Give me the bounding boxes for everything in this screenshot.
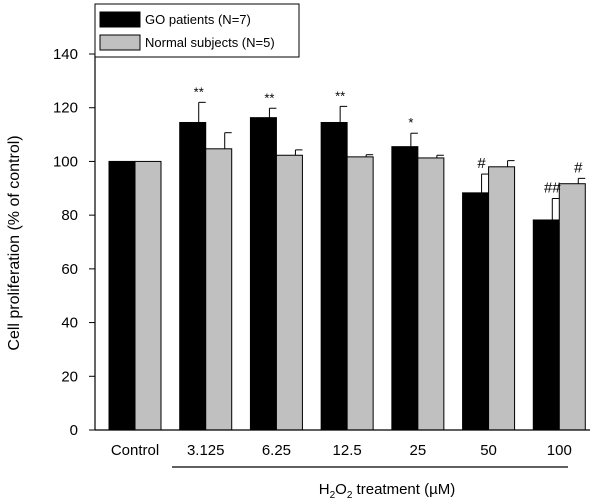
- y-tick-label-60: 60: [61, 261, 78, 278]
- bar-normal-subjects-cat-3: [346, 156, 374, 431]
- legend-label-normal-subjects: Normal subjects (N=5): [145, 35, 275, 50]
- bar-normal-subjects-cat-5: [488, 166, 516, 431]
- bar-go-patients-cat-6: [532, 219, 560, 431]
- annotation-go-patients-cat-3: **: [335, 88, 345, 103]
- x-tick-label-cat-3: 12.5: [333, 442, 362, 459]
- x-axis-title: H2O2 treatment (µM): [319, 481, 456, 501]
- annotation-go-patients-cat-4: *: [408, 115, 413, 130]
- bar-go-patients-cat-2: [249, 117, 277, 431]
- legend-swatch-normal-subjects: [99, 34, 141, 51]
- annotation-go-patients-cat-2: **: [264, 90, 274, 105]
- x-axis-title-prefix: H: [319, 481, 330, 498]
- y-axis-title: Cell proliferation (% of control): [6, 135, 23, 350]
- x-axis-title-sub2: 2: [347, 490, 353, 501]
- bar-normal-subjects-cat-4: [417, 157, 445, 431]
- y-tick-label-0: 0: [70, 422, 78, 439]
- x-tick-label-cat-1: 3.125: [187, 442, 225, 459]
- x-tick-label-cat-0: Control: [111, 442, 159, 459]
- bars-layer: [108, 117, 586, 431]
- y-ticks-layer: 0 20 40 60 80 100 120 140: [53, 46, 95, 439]
- x-tick-label-cat-5: 50: [480, 442, 497, 459]
- bar-normal-subjects-cat-6: [558, 183, 586, 431]
- annotation-go-patients-cat-5: #: [477, 155, 486, 172]
- annotation-normal-subjects-cat-6: #: [574, 159, 583, 176]
- bar-normal-subjects-cat-1: [205, 148, 233, 431]
- annotation-go-patients-cat-6: ##: [544, 179, 561, 196]
- y-tick-label-80: 80: [61, 207, 78, 224]
- bar-normal-subjects-cat-0: [134, 160, 162, 431]
- annotation-go-patients-cat-1: **: [194, 84, 204, 99]
- x-axis-title-mu: µ: [429, 481, 438, 498]
- x-axis-title-sub1: 2: [330, 490, 336, 501]
- bar-normal-subjects-cat-2: [275, 154, 303, 431]
- x-tick-label-cat-6: 100: [547, 442, 572, 459]
- error-bars-layer: [198, 101, 586, 220]
- x-axis-title-unit: M): [438, 481, 456, 498]
- x-tick-labels-layer: Control 3.125 6.25 12.5 25 50 100: [111, 442, 572, 459]
- legend: GO patients (N=7) Normal subjects (N=5): [94, 3, 300, 58]
- x-axis-title-suffix: treatment (: [352, 481, 429, 498]
- bar-go-patients-cat-1: [179, 121, 207, 431]
- annotations-layer: ** ** ***####: [194, 84, 583, 196]
- bar-go-patients-cat-4: [391, 146, 419, 431]
- y-tick-label-140: 140: [53, 46, 78, 63]
- y-tick-label-120: 120: [53, 100, 78, 117]
- bar-go-patients-cat-0: [108, 160, 136, 431]
- y-tick-label-100: 100: [53, 153, 78, 170]
- y-tick-label-40: 40: [61, 315, 78, 332]
- bar-go-patients-cat-5: [462, 192, 490, 431]
- y-tick-label-20: 20: [61, 368, 78, 385]
- x-axis-title-mid: O: [335, 481, 347, 498]
- bar-go-patients-cat-3: [320, 121, 348, 431]
- x-tick-label-cat-4: 25: [410, 442, 427, 459]
- legend-label-go-patients: GO patients (N=7): [145, 12, 251, 27]
- legend-swatch-go-patients: [99, 11, 141, 28]
- x-tick-label-cat-2: 6.25: [262, 442, 291, 459]
